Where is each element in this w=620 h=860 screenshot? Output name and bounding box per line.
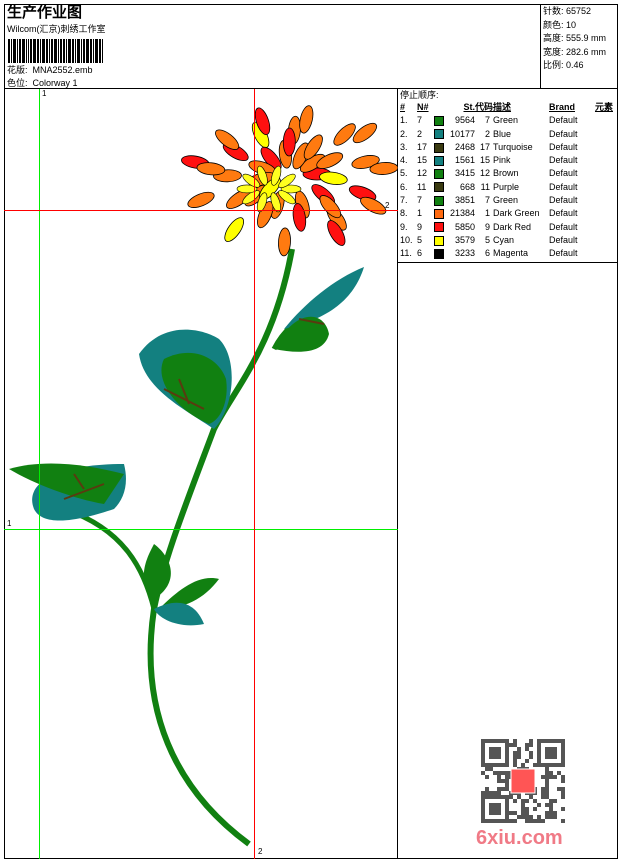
color-swatch [434, 142, 444, 153]
info-height: 高度: 555.9 mm [543, 33, 607, 43]
color-swatch [434, 209, 444, 220]
table-row: 9. 9 5850 9 Dark Red Default [400, 221, 578, 233]
col-stitches: St. [463, 102, 475, 112]
info-colors: 颜色: 10 [543, 19, 577, 30]
stop-sequence-table: 停止顺序: # N# St. 代码 描述 Brand 元素 1. 7 9564 7 Green D… [398, 89, 618, 263]
watermark: 6xiu.com [476, 827, 563, 849]
col-swatch [431, 101, 447, 114]
table-row: 2. 2 10177 2 Blue Default [400, 128, 578, 140]
colorway-label: 色位: [7, 78, 28, 88]
table-row: 7. 7 3851 7 Green Default [400, 195, 578, 206]
color-swatch [434, 248, 444, 259]
green-horizontal-guide [4, 529, 398, 530]
barcode [8, 39, 124, 63]
table-row: 4. 15 1561 15 Pink Default [400, 155, 578, 166]
color-swatch [434, 182, 444, 193]
sheet-frame [4, 4, 618, 859]
table-header: # N# St. 代码 描述 Brand 元素 [400, 101, 616, 114]
info-scale: 比例: 0.46 [543, 60, 584, 70]
info-stitches: 针数: 65752 [543, 6, 592, 16]
design-file-line: 花版: MNA2552.emb [7, 65, 93, 76]
col-index: # [400, 102, 406, 112]
red-guide-label-bottom: 2 [258, 847, 263, 856]
header: 生产作业图 Wilcom(汇京)刺绣工作室 花版: MNA2552.emb 色位… [4, 4, 618, 89]
subtitle: Wilcom(汇京)刺绣工作室 [7, 24, 106, 34]
color-swatch [434, 155, 444, 166]
info-width: 宽度: 282.6 mm [543, 46, 607, 57]
qr-code [481, 739, 565, 823]
color-swatch [434, 115, 444, 126]
color-swatch [434, 235, 444, 246]
flower-head [181, 105, 398, 257]
table-row: 6. 11 668 11 Purple Default [400, 181, 578, 193]
color-swatch [434, 195, 444, 206]
table-row: 11. 6 3233 6 Magenta Default [400, 248, 578, 259]
table-row: 3. 17 2468 17 Turquoise Default [400, 141, 578, 153]
green-guide-label-top: 1 [42, 89, 47, 98]
colorway: Colorway 1 [32, 78, 78, 88]
col-needle: N# [417, 102, 429, 112]
table-caption: 停止顺序: [400, 90, 439, 100]
qr-stamp [510, 768, 536, 794]
color-swatch [434, 222, 444, 233]
table-row: 5. 12 3415 12 Brown Default [400, 168, 578, 180]
green-guide-label-left: 1 [7, 519, 12, 528]
leaves [9, 267, 364, 626]
col-brand: Brand [549, 102, 576, 112]
embroidery-design [9, 105, 398, 847]
info-box: 针数: 65752 颜色: 10 高度: 555.9 mm 宽度: 282.6 … [540, 4, 618, 89]
page-title: 生产作业图 [7, 4, 83, 21]
color-swatch [434, 129, 444, 140]
col-code: 代码 [475, 102, 494, 112]
red-horizontal-guide [4, 210, 398, 211]
table-body: 1. 7 9564 7 Green Default 2. 2 10177 2 Blue Default… [400, 114, 616, 260]
table-row: 1. 7 9564 7 Green Default [400, 115, 578, 126]
col-desc: 描述 [493, 102, 512, 112]
design-canvas: 1 1 2 2 [4, 89, 398, 859]
col-element: 元素 [594, 102, 613, 112]
red-guide-label-right: 2 [385, 201, 390, 210]
design-label: 花版: [7, 65, 28, 75]
design-file: MNA2552.emb [32, 65, 93, 75]
table-row: 10. 5 3579 5 Cyan Default [400, 234, 578, 246]
green-vertical-guide [39, 89, 40, 859]
color-swatch [434, 169, 444, 180]
colorway-line: 色位: Colorway 1 [7, 78, 78, 89]
red-vertical-guide [254, 89, 255, 859]
table-row: 8. 1 21384 1 Dark Green Default [400, 208, 578, 220]
